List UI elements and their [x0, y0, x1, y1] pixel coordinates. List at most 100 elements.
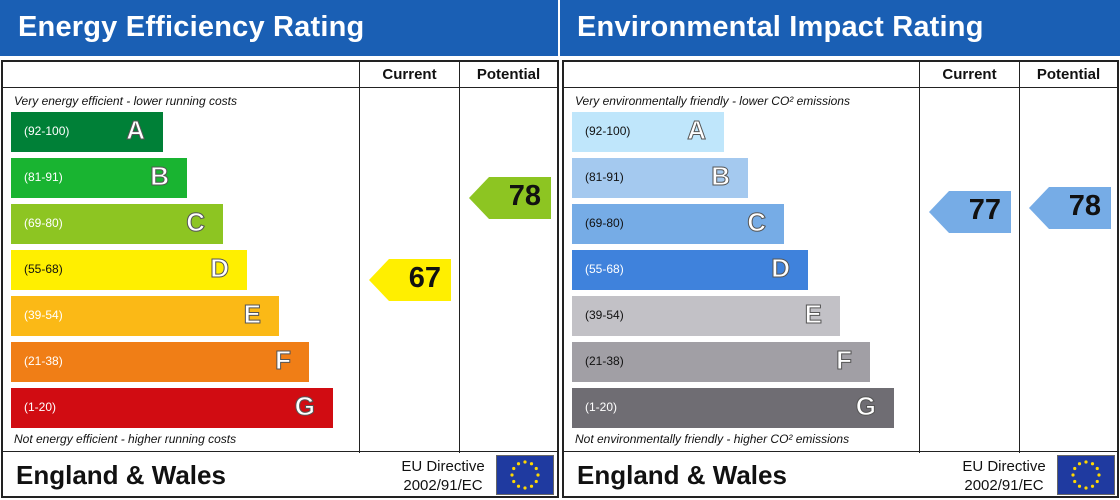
panel-title: Energy Efficiency Rating: [0, 0, 560, 56]
eu-directive: EU Directive 2002/91/EC: [954, 457, 1054, 495]
current-rating-value: 77: [968, 194, 1001, 226]
rating-band-c: (69-80) C: [11, 204, 223, 244]
band-letter: C: [747, 207, 767, 238]
eu-star: [536, 473, 540, 477]
column-header-current: Current: [942, 66, 997, 83]
rating-arrow-polygon: [1029, 187, 1111, 229]
region-label: England & Wales: [577, 460, 787, 490]
rating-band-g: (1-20) G: [11, 388, 333, 428]
current-rating-value: 67: [408, 262, 441, 294]
rating-band-a: (92-100) A: [11, 112, 163, 152]
eu-star: [1090, 462, 1095, 466]
eu-directive: EU Directive 2002/91/EC: [393, 457, 493, 495]
current-rating-arrow: 67: [369, 259, 451, 301]
bottom-caption: Not energy efficient - higher running co…: [14, 432, 237, 446]
band-letter: C: [186, 207, 206, 238]
band-letter: B: [711, 161, 731, 192]
eu-star: [534, 466, 538, 471]
eu-star: [1090, 484, 1095, 488]
band-range-label: (92-100): [24, 124, 70, 138]
directive-line-1: EU Directive: [401, 458, 485, 475]
eu-star: [516, 484, 521, 488]
energy-efficiency-panel: Energy Efficiency Rating Current Potenti…: [0, 0, 560, 498]
potential-rating-value: 78: [1068, 190, 1101, 222]
environmental-impact-panel: Environmental Impact Rating Current Pote…: [560, 0, 1120, 500]
band-range-label: (39-54): [585, 308, 624, 322]
rating-arrow-polygon: [369, 259, 451, 301]
band-letter: G: [855, 391, 876, 422]
eu-star: [1084, 486, 1088, 490]
band-range-label: (1-20): [24, 400, 57, 414]
rating-band-d: (55-68) D: [572, 250, 808, 290]
eu-star: [1077, 484, 1082, 488]
rating-frame: Current Potential Very environmentally f…: [562, 60, 1119, 498]
eu-star: [512, 479, 516, 484]
column-header-potential: Potential: [1036, 66, 1101, 83]
footer-divider: [564, 451, 1117, 452]
eu-stars-icon: [1071, 460, 1101, 490]
eu-star: [534, 479, 538, 484]
eu-star: [516, 462, 521, 466]
eu-star: [529, 484, 534, 488]
band-range-label: (55-68): [585, 262, 624, 276]
band-range-label: (69-80): [24, 216, 63, 230]
band-letter: E: [243, 299, 261, 330]
rating-band-e: (39-54) E: [11, 296, 279, 336]
band-range-label: (81-91): [585, 170, 624, 184]
potential-rating-arrow: 78: [469, 177, 551, 219]
rating-arrow-shape: [929, 191, 1011, 233]
band-letter: G: [294, 391, 315, 422]
eu-star: [1073, 479, 1077, 484]
footer-divider: [3, 451, 557, 452]
band-letter: E: [804, 299, 822, 330]
column-divider: [459, 62, 460, 453]
eu-star: [512, 466, 516, 471]
band-range-label: (81-91): [24, 170, 63, 184]
eu-star: [529, 462, 534, 466]
rating-arrow-polygon: [469, 177, 551, 219]
eu-flag-icon: [1057, 455, 1115, 495]
top-caption: Very environmentally friendly - lower CO…: [575, 94, 850, 108]
rating-arrow-shape: [369, 259, 451, 301]
rating-band-g: (1-20) G: [572, 388, 894, 428]
directive-line-1: EU Directive: [962, 458, 1046, 475]
eu-star: [1073, 466, 1077, 471]
rating-frame: Current Potential Very energy efficient …: [1, 60, 559, 498]
rating-band-f: (21-38) F: [572, 342, 870, 382]
directive-line-2: 2002/91/EC: [403, 477, 483, 494]
column-divider: [1019, 62, 1020, 453]
band-letter: F: [836, 345, 853, 376]
band-letter: D: [210, 253, 230, 284]
eu-star: [523, 486, 527, 490]
rating-band-b: (81-91) B: [11, 158, 187, 198]
eu-star: [1077, 462, 1082, 466]
current-rating-arrow: 77: [929, 191, 1011, 233]
rating-band-c: (69-80) C: [572, 204, 784, 244]
band-letter: F: [275, 345, 292, 376]
band-range-label: (1-20): [585, 400, 618, 414]
band-range-label: (92-100): [585, 124, 631, 138]
rating-band-e: (39-54) E: [572, 296, 840, 336]
eu-flag-icon: [496, 455, 554, 495]
top-caption: Very energy efficient - lower running co…: [14, 94, 237, 108]
rating-arrow-shape: [1029, 187, 1111, 229]
rating-arrow-shape: [469, 177, 551, 219]
potential-rating-arrow: 78: [1029, 187, 1111, 229]
eu-star: [523, 460, 527, 464]
rating-band-d: (55-68) D: [11, 250, 247, 290]
eu-star: [1095, 479, 1099, 484]
eu-star: [1097, 473, 1101, 477]
band-range-label: (55-68): [24, 262, 63, 276]
eu-stars-icon: [510, 460, 540, 490]
band-letter: D: [771, 253, 791, 284]
region-label: England & Wales: [16, 460, 226, 490]
eu-star: [510, 473, 514, 477]
directive-line-2: 2002/91/EC: [964, 477, 1044, 494]
band-letter: A: [126, 115, 146, 146]
eu-star: [1071, 473, 1075, 477]
eu-star: [1095, 466, 1099, 471]
band-range-label: (21-38): [24, 354, 63, 368]
panel-title: Environmental Impact Rating: [560, 0, 1120, 56]
rating-band-a: (92-100) A: [572, 112, 724, 152]
rating-band-b: (81-91) B: [572, 158, 748, 198]
